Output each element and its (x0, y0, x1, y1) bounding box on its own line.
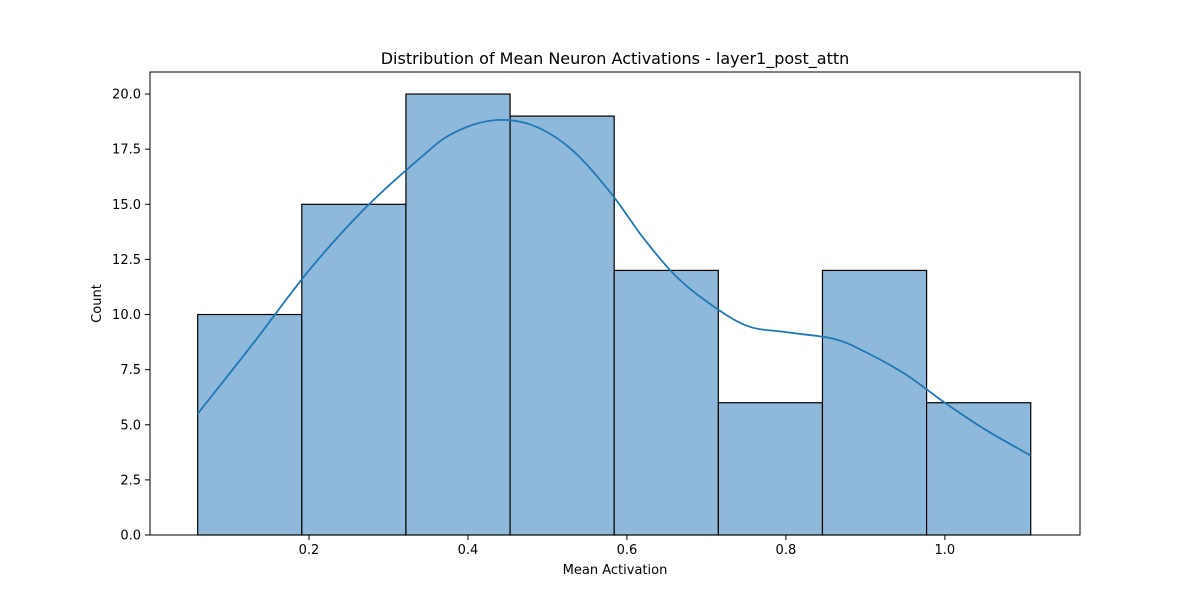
histogram-bar-3 (405, 93, 511, 536)
plot-frame (149, 71, 1081, 536)
y-tick-label: 12.5 (112, 253, 141, 268)
kde-curve-group (196, 119, 1032, 457)
y-tick-label: 5.0 (120, 418, 141, 433)
x-tick-label: 0.8 (776, 543, 797, 558)
x-tick-label: 0.4 (458, 543, 479, 558)
histogram-bar-5 (613, 269, 719, 536)
y-tick-label: 2.5 (120, 473, 141, 488)
y-axis-label: Count (90, 284, 105, 323)
y-tick-label: 15.0 (112, 198, 141, 213)
y-axis-ticks: 0.0 2.5 5.0 7.5 10.0 12.5 15.0 17.5 20.0 (112, 88, 150, 544)
y-tick-label: 7.5 (120, 363, 141, 378)
x-tick-label: 1.0 (935, 543, 956, 558)
x-tick-label: 0.6 (617, 543, 638, 558)
y-tick-label: 20.0 (112, 88, 141, 103)
y-tick-label: 10.0 (112, 308, 141, 323)
histogram-bar-8 (925, 402, 1032, 536)
kde-line (196, 119, 1032, 457)
histogram-bar-6 (717, 402, 824, 536)
chart-title: Distribution of Mean Neuron Activations … (381, 49, 850, 69)
x-axis-ticks: 0.2 0.4 0.6 0.8 1.0 (299, 535, 956, 558)
x-axis-label: Mean Activation (563, 563, 668, 578)
histogram-bars (197, 93, 1032, 536)
histogram-bar-1 (197, 313, 303, 536)
x-tick-label: 0.2 (299, 543, 320, 558)
y-tick-label: 0.0 (120, 529, 141, 544)
histogram-bar-2 (301, 203, 407, 536)
histogram-bar-7 (821, 269, 928, 536)
y-tick-label: 17.5 (112, 143, 141, 158)
histogram-bar-4 (509, 115, 615, 536)
